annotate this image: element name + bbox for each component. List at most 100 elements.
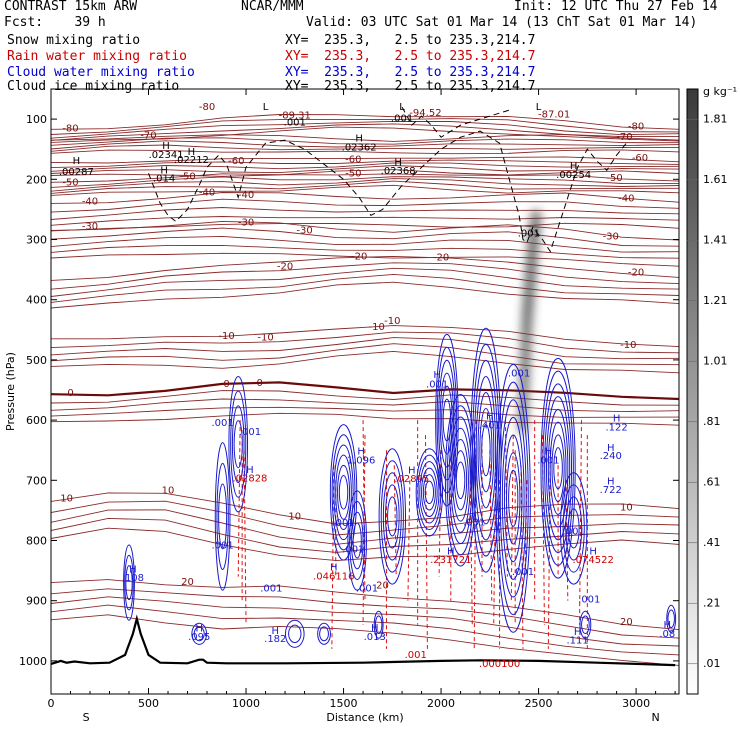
isotherm-line [51,123,679,141]
x-axis-label: Distance (km) [326,711,403,724]
cloud-water-contour [441,385,453,455]
y-tick-label: 900 [26,595,47,608]
cloud-water-contour [508,469,519,527]
cloud-water-contour [540,357,576,579]
cloud-water-contour [544,383,573,554]
extremum-label: .122 [605,422,627,433]
cloud-water-contour [415,448,444,537]
extremum-label: H [433,370,441,381]
colorbar-label: .81 [703,415,721,428]
isotherm-label: -30 [82,221,98,232]
rain-water-contour [393,465,397,577]
cloud-water-contour [497,381,529,616]
cloud-water-contour [424,480,435,505]
isotherm-label: -80 [199,102,215,113]
cloud-water-contour [231,405,245,483]
isotherm-label: 0 [223,379,229,390]
extremum-label: H [664,620,672,631]
isotherm-label: -40 [199,188,215,199]
extremum-label: -87.01 [538,109,570,120]
legend-rain-xy: XY= 235.3, 2.5 to 235.3,214.7 [285,49,536,64]
extremum-label: H [589,546,597,557]
isotherm-label: -10 [218,331,234,342]
extremum-label: .001 [512,567,534,578]
rain-water-contour [237,420,241,577]
extremum-label: .095 [188,632,210,643]
extremum-label: .000100 [479,659,520,670]
y-tick-label: 500 [26,354,47,367]
colorbar-label: 1.61 [703,173,728,186]
isotherm-line [51,614,679,666]
colorbar-label: .61 [703,475,721,488]
extremum-label: L [263,102,269,113]
isotherm-label: 10 [288,511,301,522]
isotherm-label: -50 [179,171,195,182]
isotherm-label: -10 [257,333,273,344]
extremum-label: .240 [600,451,622,462]
extremum-label: .001 [518,228,540,239]
isotherm-line [51,178,679,192]
header-fcst: Fcst: 39 h [4,15,106,30]
extremum-label: .001 [260,584,282,595]
extremum-label: .001 [508,369,530,380]
isotherm-line [51,398,679,413]
extremum-label: .001 [332,518,354,529]
extremum-label: H [607,443,615,454]
extremum-label: .001 [426,380,448,391]
cloud-water-contour [384,484,400,549]
cloud-water-contour [477,392,495,509]
isotherm-line [51,222,679,232]
cloud-water-contour [495,363,531,633]
colorbar-unit: g kg⁻¹ [703,85,737,98]
extremum-label: .02212 [174,155,209,166]
cloud-water-contour [419,461,440,524]
cloud-ice-contour [401,106,510,138]
cloud-water-contour [333,444,354,541]
colorbar-label: .21 [703,596,721,609]
isotherm-line [51,281,679,309]
extremum-label: H [545,446,553,457]
isotherm-line [51,118,679,135]
isotherm-line [51,126,679,143]
isotherm-line [51,159,679,169]
isotherm-line [51,235,679,253]
isotherm-label: -20 [351,251,367,262]
y-tick-label: 200 [26,173,47,186]
cloud-water-contour [233,420,243,469]
isotherm-label: -10 [384,316,400,327]
isotherm-line [51,180,679,194]
colorbar-label: 1.01 [703,354,728,367]
isotherm-line [51,244,679,259]
cloud-water-contour [288,624,302,644]
extremum-label: H [355,133,363,144]
header-org: NCAR/MMM [241,0,304,14]
x-tick-label: 3000 [622,697,650,710]
x-tick-label: 1500 [330,697,358,710]
extremum-label: .02368 [381,166,416,177]
isotherm-line [51,262,679,290]
cloud-water-contour [435,333,459,507]
extremum-label: .014 [153,174,175,185]
legend-rain-name: Rain water mixing ratio [7,49,188,64]
isotherm-label: 0 [256,378,262,389]
cloud-water-contour [545,396,571,541]
extremum-label: H [486,411,494,422]
cloud-water-contour [452,438,469,522]
extremum-label: H [73,156,81,167]
isotherm-line [51,596,679,647]
extremum-label: .02895 [394,474,429,485]
isotherm-label: -30 [296,225,312,236]
terrain-line [51,614,676,667]
isotherm-line [51,252,679,267]
colorbar-label: 1.41 [703,233,728,246]
extremum-label: .046116 [313,572,354,583]
isotherm-line [51,184,679,196]
isotherm-label: 10 [60,493,73,504]
extremum-label: .001 [463,517,485,528]
isotherm-line [51,343,679,366]
cloud-water-contour [499,399,527,598]
extremum-label: H [371,623,379,634]
extremum-label: H [613,413,621,424]
extremum-label: H [162,141,170,152]
extremum-label: .401 [479,421,501,432]
